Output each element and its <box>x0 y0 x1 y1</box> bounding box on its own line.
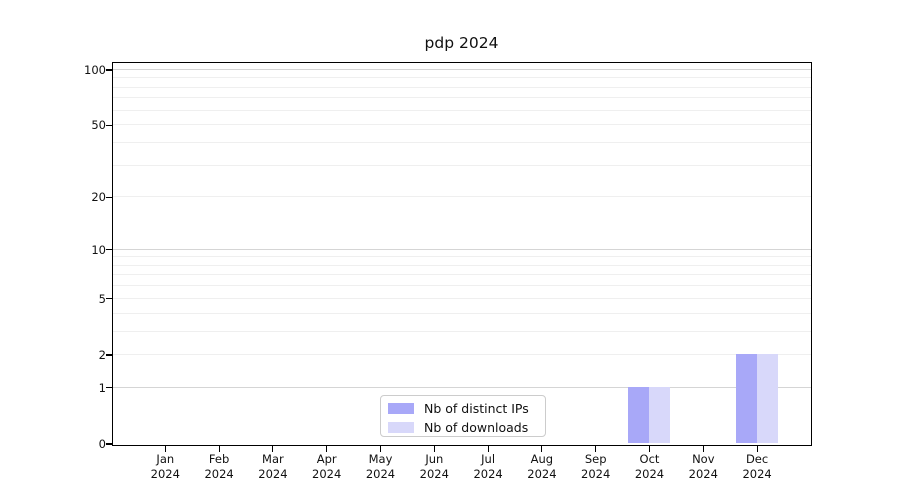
y-gridline-minor-60 <box>112 109 811 111</box>
y-tick-label-2: 2 <box>98 347 106 362</box>
x-tick-mark-oct <box>648 445 651 452</box>
y-tick-mark-20 <box>106 196 113 198</box>
y-gridline-minor-80 <box>112 86 811 88</box>
legend-label-distinct-ips: Nb of distinct IPs <box>424 401 529 416</box>
x-tick-year: 2024 <box>634 467 665 481</box>
x-tick-mark-jul <box>487 445 489 452</box>
x-tick-mark-feb <box>218 445 220 452</box>
y-tick-mark-100 <box>106 69 113 71</box>
plot-area <box>111 61 812 446</box>
y-tick-mark-2 <box>106 354 113 356</box>
x-tick-month: Feb <box>208 452 230 466</box>
x-tick-year: 2024 <box>688 467 718 481</box>
x-tick-year: 2024 <box>312 467 342 481</box>
y-gridline-minor-9 <box>112 256 811 258</box>
x-tick-mark-dec <box>756 445 758 452</box>
y-gridline-minor-40 <box>112 141 811 143</box>
x-tick-mark-jan <box>164 445 166 452</box>
y-tick-label-50: 50 <box>91 118 106 133</box>
y-tick-label-5: 5 <box>98 291 106 306</box>
bar-oct-distinct-ips <box>628 387 649 444</box>
x-tick-year: 2024 <box>742 467 772 481</box>
x-tick-mark-mar <box>272 445 274 452</box>
y-gridline-major-100 <box>112 68 811 70</box>
y-tick-mark-0 <box>106 443 113 445</box>
x-tick-year: 2024 <box>473 467 503 481</box>
x-tick-month: Sep <box>584 452 607 466</box>
x-tick-mark-nov <box>702 445 704 452</box>
x-tick-month: Apr <box>316 452 337 466</box>
y-tick-label-0: 0 <box>98 437 106 451</box>
y-tick-mark-1 <box>106 387 113 389</box>
y-gridline-minor-4 <box>112 312 811 314</box>
x-tick-month: Jun <box>425 452 444 466</box>
y-gridline-minor-90 <box>112 77 811 79</box>
x-tick-year: 2024 <box>150 467 180 481</box>
x-tick-month: Aug <box>530 452 554 466</box>
y-gridline-minor-70 <box>112 97 811 99</box>
x-tick-month: Jan <box>156 452 175 466</box>
legend-item-downloads: Nb of downloads <box>381 418 545 437</box>
legend: Nb of distinct IPs Nb of downloads <box>380 395 546 437</box>
x-tick-label-apr: Apr 2024 <box>297 452 357 482</box>
y-gridline-minor-2 <box>112 353 811 355</box>
legend-item-distinct-ips: Nb of distinct IPs <box>381 399 545 418</box>
legend-swatch-downloads <box>388 422 414 433</box>
y-gridline-minor-7 <box>112 274 811 276</box>
x-tick-month: Nov <box>692 452 715 466</box>
bar-oct-downloads <box>649 387 670 444</box>
y-gridline-major-1 <box>112 386 811 388</box>
x-tick-year: 2024 <box>419 467 449 481</box>
y-gridline-minor-3 <box>112 330 811 332</box>
x-tick-year: 2024 <box>581 467 611 481</box>
x-tick-month: Oct <box>639 452 660 466</box>
x-tick-year: 2024 <box>258 467 288 481</box>
x-tick-label-dec: Dec 2024 <box>727 452 787 482</box>
legend-swatch-distinct-ips <box>388 403 414 414</box>
x-tick-month: Jul <box>481 452 496 466</box>
x-tick-year: 2024 <box>527 467 557 481</box>
x-tick-year: 2024 <box>365 467 396 481</box>
x-tick-month: Mar <box>262 452 284 466</box>
x-tick-label-nov: Nov 2024 <box>673 452 733 482</box>
x-tick-label-jul: Jul 2024 <box>458 452 518 482</box>
x-tick-label-jun: Jun 2024 <box>404 452 464 482</box>
bar-dec-downloads <box>756 354 778 444</box>
x-tick-label-mar: Mar 2024 <box>243 452 303 482</box>
y-gridline-minor-30 <box>112 164 811 166</box>
x-tick-label-oct: Oct 2024 <box>620 452 680 482</box>
y-gridline-minor-50 <box>112 124 811 126</box>
x-tick-month: Dec <box>745 452 769 466</box>
y-tick-label-100: 100 <box>84 62 106 77</box>
y-tick-label-10: 10 <box>91 242 106 257</box>
y-gridline-major-10 <box>112 248 811 250</box>
y-gridline-minor-6 <box>112 285 811 287</box>
x-tick-label-may: May 2024 <box>351 452 411 482</box>
x-tick-label-aug: Aug 2024 <box>512 452 572 482</box>
y-tick-mark-5 <box>106 298 113 300</box>
y-gridline-minor-8 <box>112 264 811 266</box>
x-tick-mark-aug <box>541 445 543 452</box>
x-tick-label-feb: Feb 2024 <box>189 452 249 482</box>
chart-title: pdp 2024 <box>424 34 499 52</box>
y-tick-label-1: 1 <box>98 380 106 395</box>
legend-label-downloads: Nb of downloads <box>424 420 529 435</box>
x-tick-mark-may <box>379 445 382 452</box>
x-tick-mark-apr <box>326 445 328 452</box>
y-tick-mark-50 <box>106 124 113 126</box>
x-tick-month: May <box>368 452 393 466</box>
y-tick-label-20: 20 <box>91 190 106 205</box>
x-tick-label-jan: Jan 2024 <box>135 452 195 482</box>
y-gridline-minor-5 <box>112 297 811 299</box>
y-tick-mark-10 <box>106 249 113 251</box>
x-tick-label-sep: Sep 2024 <box>566 452 626 482</box>
x-tick-year: 2024 <box>204 467 234 481</box>
bar-dec-distinct-ips <box>735 354 757 444</box>
x-tick-mark-sep <box>595 445 597 452</box>
y-gridline-minor-20 <box>112 196 811 198</box>
x-tick-mark-jun <box>433 445 435 452</box>
